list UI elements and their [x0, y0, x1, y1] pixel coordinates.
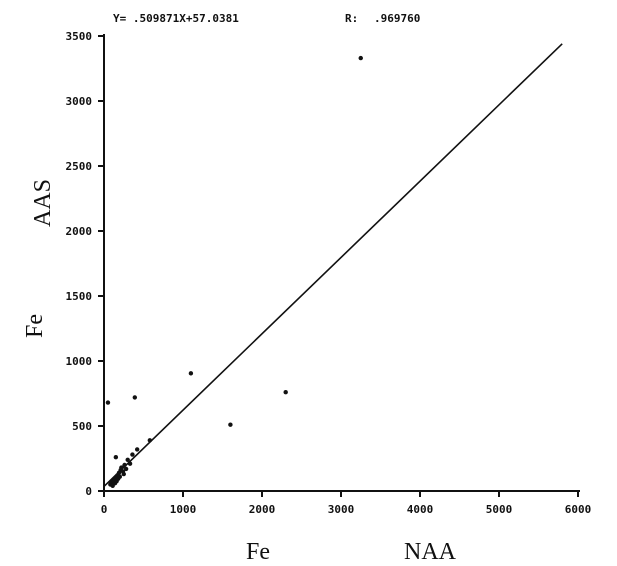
data-point	[358, 55, 363, 61]
data-point	[125, 457, 130, 462]
data-point	[123, 466, 129, 472]
x-tick-label: 3000	[328, 503, 355, 516]
y-axis-ticks: 0 500 1000 1500 2000 2500 3000 3500	[66, 30, 104, 498]
y-axis-label-element: Fe	[22, 314, 48, 338]
regression-equation: Y= .509871X+57.0381	[113, 12, 239, 25]
y-tick-label: 3000	[66, 95, 93, 108]
x-axis-label-method: NAA	[404, 539, 457, 565]
x-tick-label: 6000	[565, 503, 592, 516]
y-tick-label: 1000	[66, 355, 93, 368]
data-points	[105, 55, 363, 488]
regression-line	[103, 43, 563, 488]
r-label: R:	[345, 12, 358, 25]
x-tick-label: 2000	[249, 503, 276, 516]
data-point	[121, 471, 126, 477]
data-point	[119, 465, 124, 470]
data-point	[283, 390, 288, 395]
x-axis-label-element: Fe	[246, 539, 270, 565]
data-point	[127, 461, 133, 466]
x-tick-label: 5000	[486, 503, 513, 516]
y-tick-label: 500	[72, 420, 92, 433]
y-tick-label: 3500	[66, 30, 93, 43]
x-tick-label: 4000	[407, 503, 434, 516]
y-tick-label: 0	[85, 485, 92, 498]
data-point	[228, 422, 233, 427]
data-point	[188, 371, 194, 376]
data-point	[147, 438, 153, 443]
data-point	[105, 400, 111, 405]
x-tick-label: 1000	[170, 503, 197, 516]
y-tick-label: 1500	[66, 290, 93, 303]
data-point	[117, 474, 123, 479]
data-point	[130, 452, 135, 457]
r-value: .969760	[374, 12, 420, 25]
data-point	[132, 395, 138, 400]
y-axis-label-method: AAS	[30, 179, 56, 227]
data-point	[113, 455, 119, 460]
data-point	[134, 447, 140, 452]
y-tick-label: 2000	[66, 225, 93, 238]
x-tick-label: 0	[101, 503, 108, 516]
data-point	[122, 462, 127, 468]
x-axis-ticks: 0 1000 2000 3000 4000 5000 6000	[101, 491, 592, 516]
y-tick-label: 2500	[66, 160, 93, 173]
